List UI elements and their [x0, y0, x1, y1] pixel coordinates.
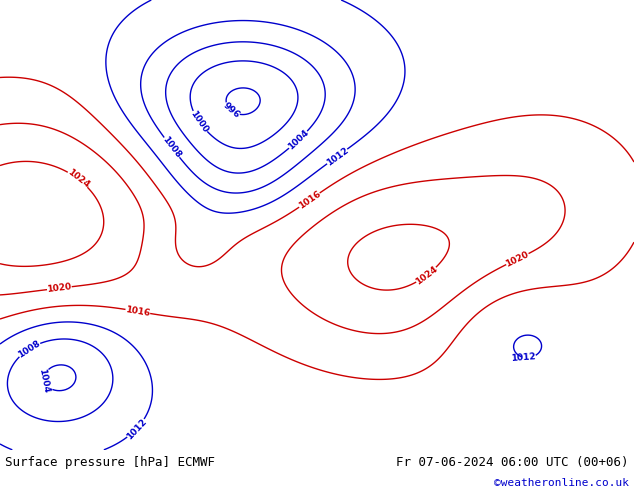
Text: 1004: 1004: [286, 128, 311, 152]
Text: 1020: 1020: [46, 282, 72, 294]
Text: 1008: 1008: [16, 339, 42, 360]
Text: 1024: 1024: [414, 264, 439, 287]
Text: 1024: 1024: [65, 168, 91, 190]
Text: 1012: 1012: [511, 352, 536, 363]
Text: 1020: 1020: [504, 249, 531, 269]
Text: 1000: 1000: [189, 109, 210, 134]
Text: 1016: 1016: [297, 189, 322, 211]
Text: 1012: 1012: [325, 146, 350, 168]
Text: 1012: 1012: [125, 416, 148, 441]
Text: 1008: 1008: [160, 135, 183, 160]
Text: 1016: 1016: [125, 305, 151, 318]
Text: Fr 07-06-2024 06:00 UTC (00+06): Fr 07-06-2024 06:00 UTC (00+06): [396, 456, 629, 469]
Text: 996: 996: [221, 101, 241, 120]
Text: 1004: 1004: [37, 368, 51, 393]
Text: ©weatheronline.co.uk: ©weatheronline.co.uk: [494, 478, 629, 488]
Text: Surface pressure [hPa] ECMWF: Surface pressure [hPa] ECMWF: [5, 456, 215, 469]
